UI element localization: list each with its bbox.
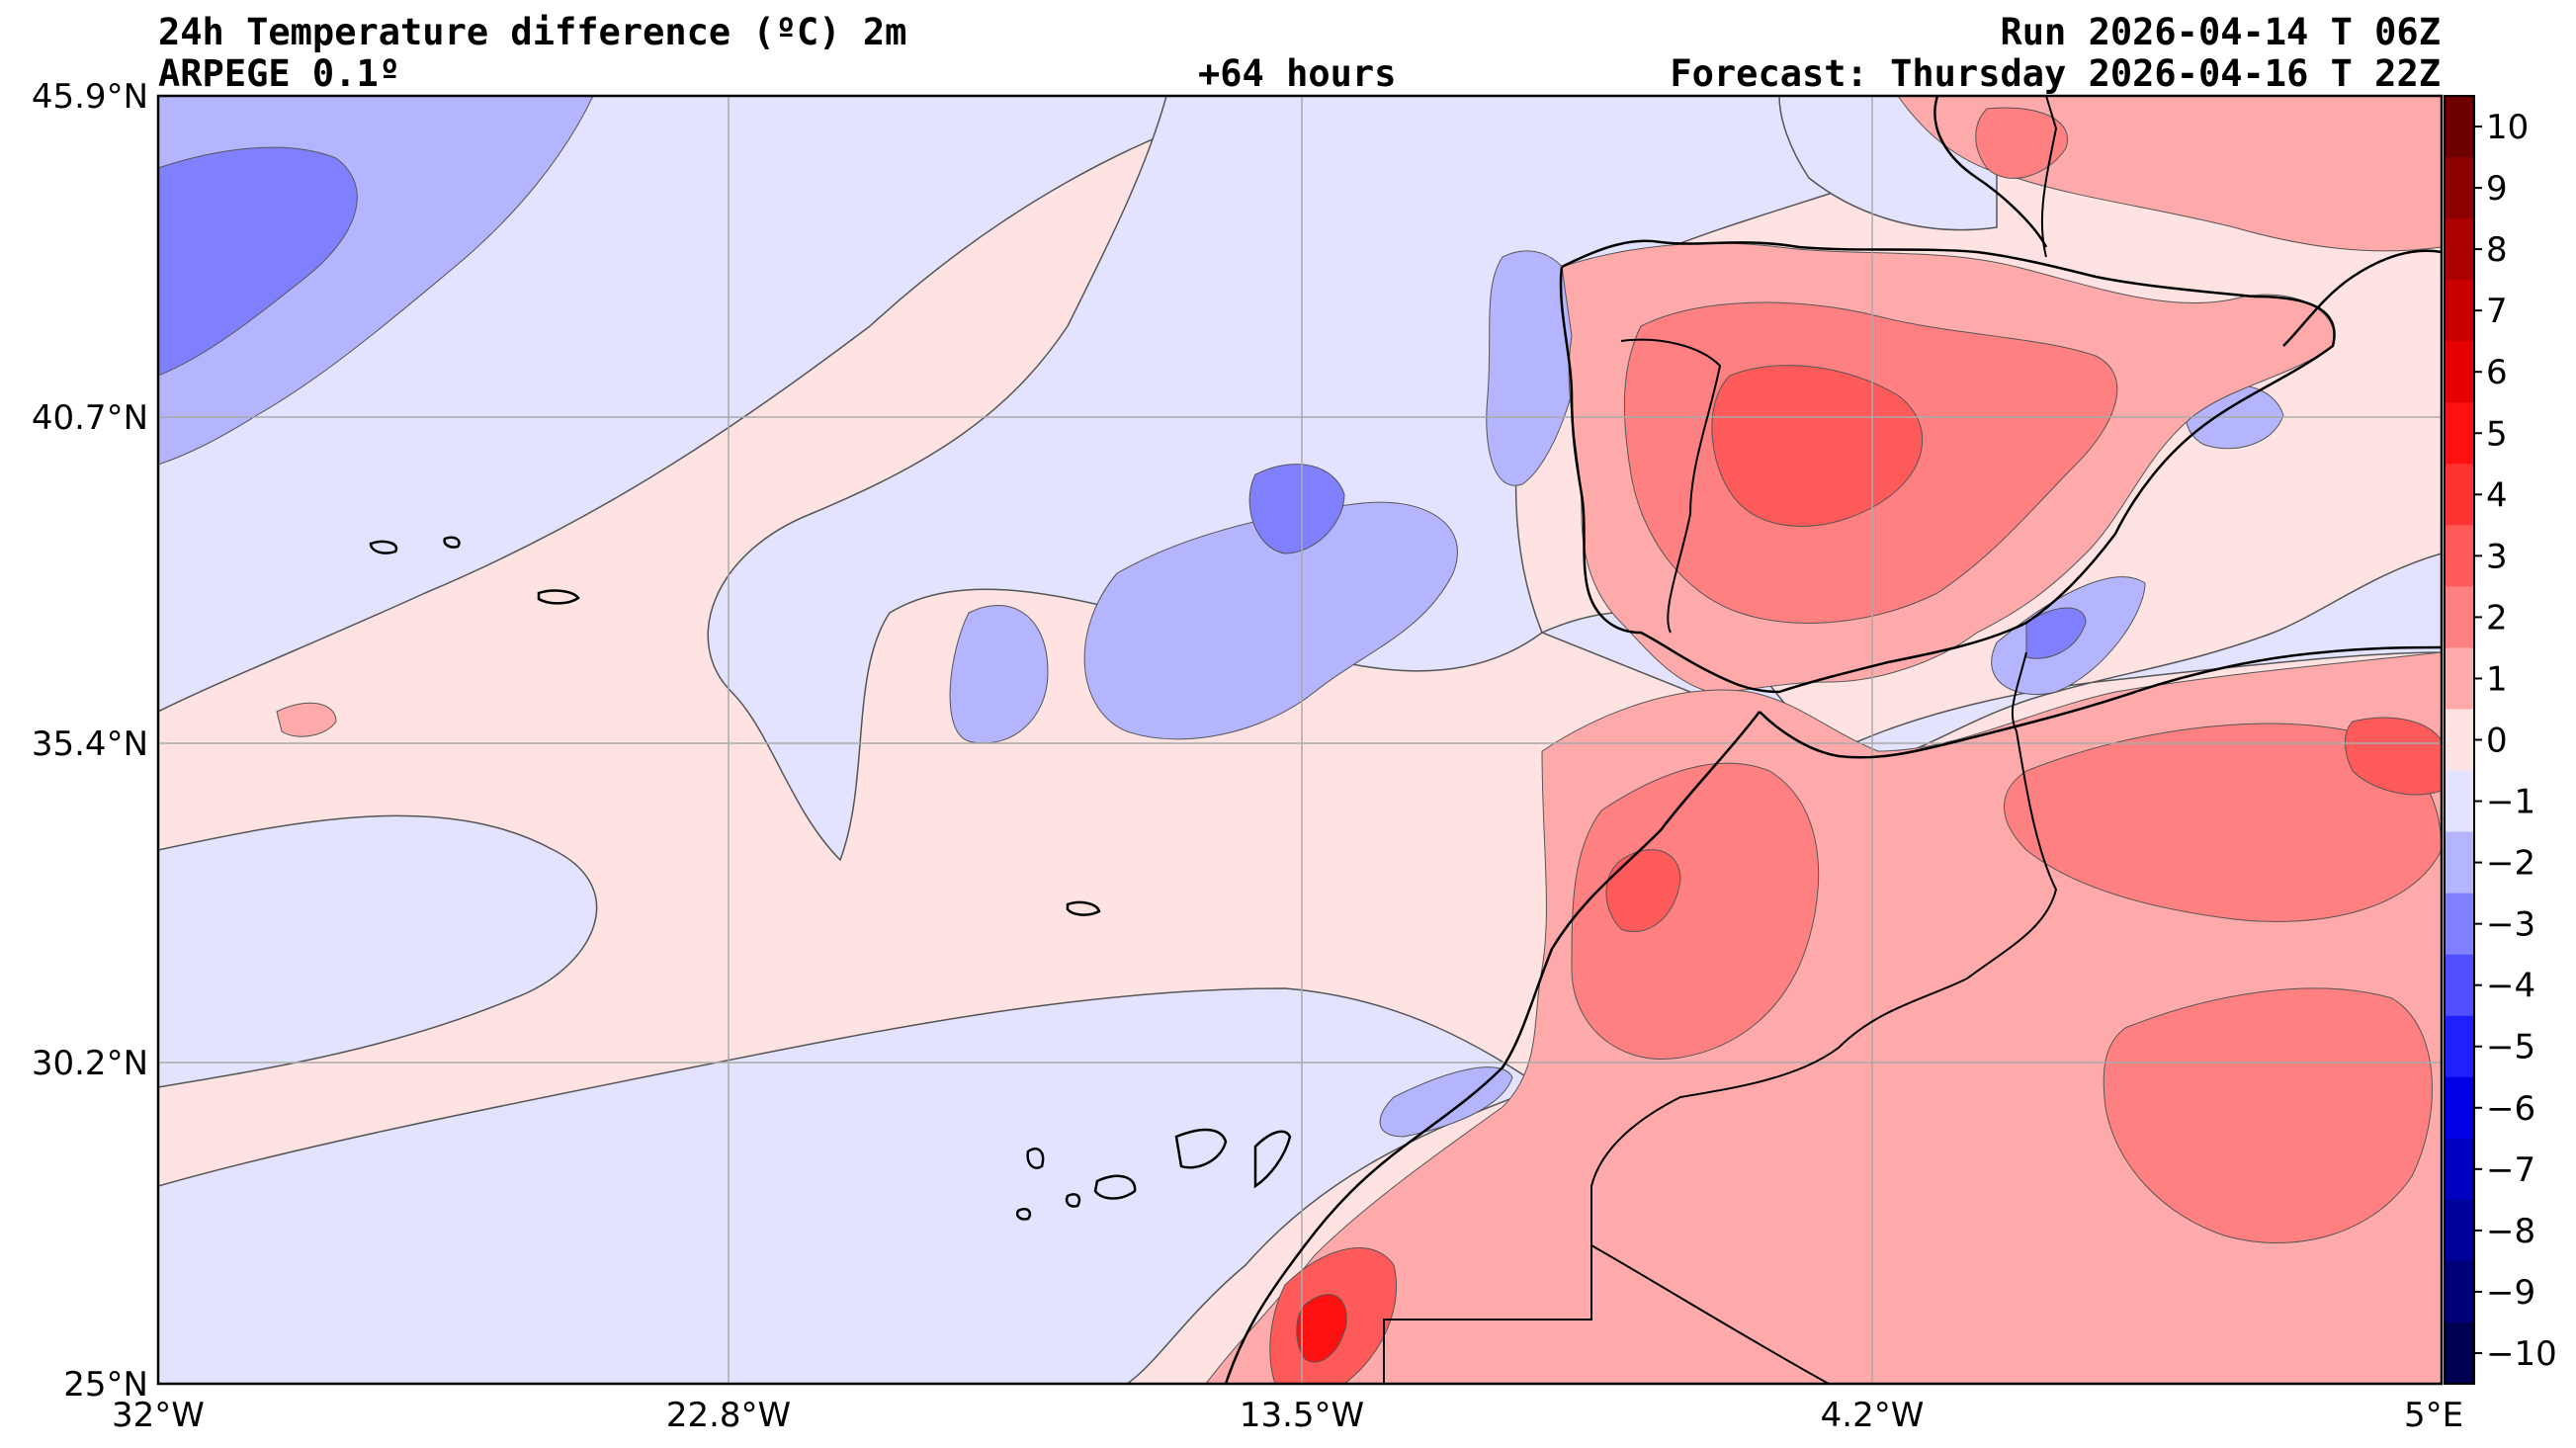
run-label: Run 2026-04-14 T 06Z bbox=[2000, 11, 2441, 53]
colorbar-segment bbox=[2445, 954, 2474, 1017]
colorbar-label: −7 bbox=[2486, 1150, 2535, 1190]
colorbar-label: −5 bbox=[2486, 1028, 2535, 1067]
cool-zone-west bbox=[158, 814, 598, 1088]
colorbar-label: −9 bbox=[2486, 1273, 2535, 1313]
lon-tick-label: 22.8°W bbox=[666, 1396, 791, 1435]
colorbar-label: 4 bbox=[2486, 475, 2508, 515]
colorbar-label: 8 bbox=[2486, 230, 2508, 270]
colorbar-segment bbox=[2445, 157, 2474, 219]
colorbar-label: −1 bbox=[2486, 783, 2535, 822]
colorbar-segment bbox=[2445, 1321, 2474, 1385]
map-frame bbox=[156, 94, 2444, 1386]
lon-tick-label: 5°E bbox=[2404, 1396, 2463, 1435]
colorbar-segment bbox=[2445, 280, 2474, 342]
cool-core-northwest bbox=[158, 146, 358, 377]
colorbar-label: 2 bbox=[2486, 598, 2508, 638]
colorbar-label: 6 bbox=[2486, 353, 2508, 392]
colorbar-label: 9 bbox=[2486, 169, 2508, 209]
colorbar-segment bbox=[2445, 893, 2474, 956]
colorbar-segment bbox=[2445, 402, 2474, 465]
lat-tick-label: 40.7°N bbox=[32, 398, 148, 438]
colorbar-label: 0 bbox=[2486, 722, 2508, 761]
warm-core-atlas bbox=[1605, 849, 1681, 933]
lon-tick-label: 13.5°W bbox=[1240, 1396, 1364, 1435]
colorbar-segment bbox=[2445, 1199, 2474, 1262]
colorbar-segment bbox=[2445, 464, 2474, 526]
latitude-axis: 45.9°N 40.7°N 35.4°N 30.2°N 25°N bbox=[32, 77, 148, 1405]
colorbar-segment bbox=[2445, 341, 2474, 403]
colorbar-segment bbox=[2445, 1260, 2474, 1323]
colorbar-segment bbox=[2445, 525, 2474, 587]
colorbar-label: 7 bbox=[2486, 292, 2508, 331]
coastlines bbox=[369, 96, 2442, 1384]
map-title: 24h Temperature difference (ºC) 2m bbox=[158, 11, 907, 53]
country-borders bbox=[1383, 96, 2058, 1384]
colorbar-label: 1 bbox=[2486, 659, 2508, 699]
colorbar-segment bbox=[2445, 709, 2474, 772]
colorbar-label: −10 bbox=[2486, 1334, 2557, 1374]
warm-zone-algeria bbox=[2004, 723, 2442, 922]
warm-core-france bbox=[1975, 107, 2068, 179]
colorbar-label: 3 bbox=[2486, 537, 2508, 576]
colorbar-segment bbox=[2445, 218, 2474, 281]
warm-zone-atlas bbox=[1571, 762, 1820, 1060]
lat-tick-label: 35.4°N bbox=[32, 724, 148, 764]
cool-core-spain-east bbox=[2025, 607, 2087, 659]
colorbar-segment bbox=[2445, 1076, 2474, 1140]
cool-band-medium-morocco-coast bbox=[1379, 1066, 1513, 1138]
colorbar-label: −8 bbox=[2486, 1212, 2535, 1251]
colorbar-segment bbox=[2445, 831, 2474, 894]
model-label: ARPEGE 0.1º bbox=[158, 52, 401, 95]
lon-tick-label: 32°W bbox=[112, 1396, 205, 1435]
colorbar-segment bbox=[2445, 1138, 2474, 1201]
colorbar-label: −6 bbox=[2486, 1089, 2535, 1129]
colorbar-label: −2 bbox=[2486, 844, 2535, 884]
colorbar-label: 10 bbox=[2486, 108, 2529, 147]
colorbar-label: 5 bbox=[2486, 414, 2508, 454]
cool-zone-southwest bbox=[158, 987, 1544, 1384]
lon-tick-label: 4.2°W bbox=[1821, 1396, 1925, 1435]
colorbar-segment bbox=[2445, 770, 2474, 833]
lat-tick-label: 30.2°N bbox=[32, 1044, 148, 1083]
colorbar-segment bbox=[2445, 1015, 2474, 1078]
colorbar-segment bbox=[2445, 647, 2474, 710]
cool-band-medium-offshore-b bbox=[949, 605, 1049, 744]
map-plot-area bbox=[158, 96, 2442, 1384]
lead-time-label: +64 hours bbox=[1198, 52, 1397, 95]
colorbar-segment bbox=[2445, 96, 2474, 158]
colorbar-label: −4 bbox=[2486, 967, 2535, 1006]
lat-tick-label: 45.9°N bbox=[32, 77, 148, 117]
lat-tick-label: 25°N bbox=[63, 1365, 148, 1405]
warm-peak-western-sahara bbox=[1296, 1294, 1347, 1363]
warm-blob-ocean bbox=[276, 702, 337, 737]
forecast-label: Forecast: Thursday 2026-04-16 T 22Z bbox=[1670, 52, 2441, 95]
warm-zone-sahara bbox=[2103, 987, 2433, 1243]
warm-core-algeria-coast bbox=[2345, 717, 2442, 796]
colorbar-segment bbox=[2445, 586, 2474, 648]
longitude-axis: 32°W 22.8°W 13.5°W 4.2°W 5°E bbox=[112, 1396, 2463, 1435]
cool-core-offshore bbox=[1248, 464, 1345, 554]
colorbar-label: −3 bbox=[2486, 905, 2535, 945]
warm-core-iberia bbox=[1711, 365, 1924, 527]
graticule bbox=[158, 96, 2442, 1384]
